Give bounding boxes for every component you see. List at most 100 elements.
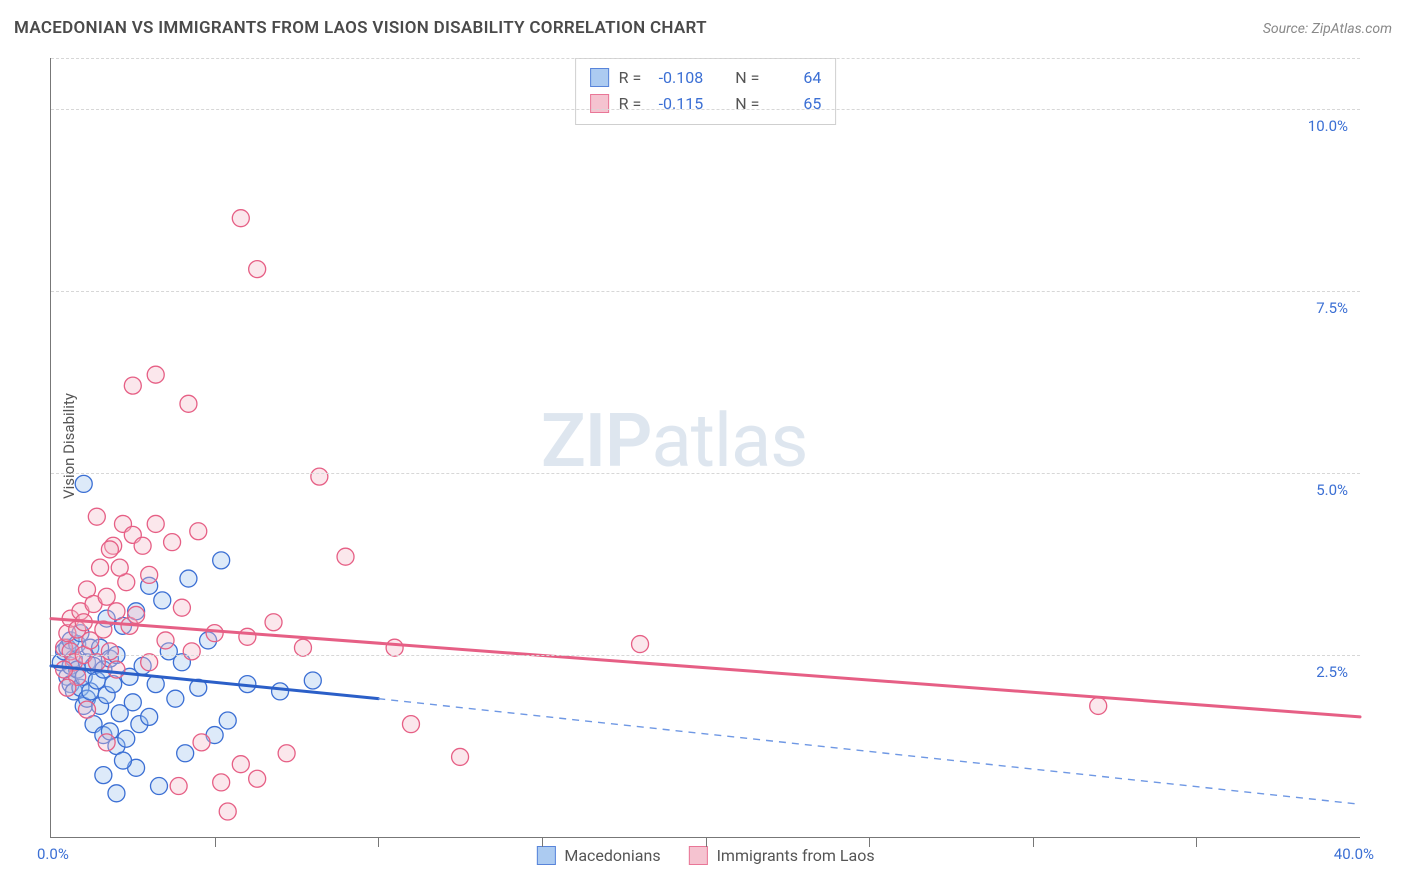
data-point-series-1 — [213, 774, 230, 791]
y-tick-label: 7.5% — [1316, 299, 1348, 317]
data-point-series-1 — [147, 366, 164, 383]
data-point-series-1 — [124, 377, 141, 394]
data-point-series-1 — [278, 745, 295, 762]
x-tick — [1033, 837, 1034, 847]
stat-row-series-1: R = -0.115 N = 65 — [590, 91, 822, 117]
data-point-series-0 — [154, 592, 171, 609]
data-point-series-1 — [108, 603, 125, 620]
stat-row-series-0: R = -0.108 N = 64 — [590, 65, 822, 91]
x-tick — [542, 837, 543, 847]
gridline — [51, 655, 1360, 656]
data-point-series-1 — [164, 534, 181, 551]
data-point-series-0 — [141, 708, 158, 725]
data-point-series-1 — [59, 679, 76, 696]
y-tick-label: 5.0% — [1316, 481, 1348, 499]
legend-swatch-1 — [689, 846, 708, 865]
data-point-series-1 — [180, 395, 197, 412]
data-point-series-0 — [108, 785, 125, 802]
n-value-1: 65 — [769, 91, 821, 117]
data-point-series-1 — [232, 210, 249, 227]
r-label-0: R = — [619, 65, 642, 91]
data-point-series-1 — [98, 588, 115, 605]
data-point-series-1 — [452, 748, 469, 765]
data-point-series-0 — [304, 672, 321, 689]
data-point-series-1 — [141, 566, 158, 583]
r-value-1: -0.115 — [651, 91, 703, 117]
swatch-series-0 — [590, 68, 609, 87]
data-point-series-0 — [219, 712, 236, 729]
x-tick — [869, 837, 870, 847]
data-point-series-1 — [101, 643, 118, 660]
data-point-series-1 — [219, 803, 236, 820]
x-tick-max: 40.0% — [1334, 845, 1374, 863]
data-point-series-1 — [249, 261, 266, 278]
data-point-series-1 — [147, 515, 164, 532]
data-point-series-1 — [206, 625, 223, 642]
data-point-series-1 — [265, 614, 282, 631]
data-point-series-1 — [170, 778, 187, 795]
gridline — [51, 109, 1360, 110]
y-tick-label: 2.5% — [1316, 663, 1348, 681]
x-tick — [1196, 837, 1197, 847]
x-tick — [378, 837, 379, 847]
x-tick-min: 0.0% — [37, 845, 69, 863]
data-point-series-1 — [402, 716, 419, 733]
data-point-series-1 — [311, 468, 328, 485]
legend-swatch-0 — [536, 846, 555, 865]
data-point-series-0 — [272, 683, 289, 700]
data-point-series-1 — [78, 701, 95, 718]
data-point-series-1 — [193, 734, 210, 751]
trendline-series-1 — [51, 619, 1360, 717]
data-point-series-1 — [98, 734, 115, 751]
data-point-series-0 — [95, 767, 112, 784]
data-point-series-0 — [118, 730, 135, 747]
data-point-series-1 — [337, 548, 354, 565]
chart-title: MACEDONIAN VS IMMIGRANTS FROM LAOS VISIO… — [14, 18, 707, 38]
data-point-series-1 — [111, 559, 128, 576]
gridline — [51, 58, 1360, 59]
data-point-series-1 — [249, 770, 266, 787]
data-point-series-0 — [114, 752, 131, 769]
data-point-series-1 — [386, 639, 403, 656]
data-point-series-1 — [101, 541, 118, 558]
data-point-series-1 — [632, 636, 649, 653]
data-point-series-1 — [232, 756, 249, 773]
data-point-series-1 — [128, 606, 145, 623]
data-point-series-1 — [173, 599, 190, 616]
y-tick-label: 10.0% — [1308, 117, 1348, 135]
gridline — [51, 473, 1360, 474]
legend-item-1: Immigrants from Laos — [689, 846, 875, 865]
data-point-series-0 — [180, 570, 197, 587]
legend-label-0: Macedonians — [564, 846, 660, 865]
data-point-series-1 — [108, 661, 125, 678]
data-point-series-1 — [1090, 697, 1107, 714]
x-tick — [706, 837, 707, 847]
data-point-series-1 — [134, 537, 151, 554]
r-value-0: -0.108 — [651, 65, 703, 91]
data-point-series-0 — [124, 694, 141, 711]
data-point-series-0 — [213, 552, 230, 569]
data-point-series-0 — [75, 475, 92, 492]
data-point-series-1 — [294, 639, 311, 656]
source-attribution: Source: ZipAtlas.com — [1263, 21, 1392, 37]
legend: Macedonians Immigrants from Laos — [536, 846, 874, 865]
data-point-series-1 — [141, 654, 158, 671]
n-label-0: N = — [735, 65, 759, 91]
chart-header: MACEDONIAN VS IMMIGRANTS FROM LAOS VISIO… — [14, 18, 1392, 38]
trendline-extrapolation-series-0 — [378, 699, 1360, 805]
n-label-1: N = — [735, 91, 759, 117]
data-point-series-1 — [190, 523, 207, 540]
n-value-0: 64 — [769, 65, 821, 91]
chart-svg — [51, 58, 1360, 837]
legend-item-0: Macedonians — [536, 846, 660, 865]
data-point-series-1 — [239, 628, 256, 645]
data-point-series-0 — [177, 745, 194, 762]
x-tick — [215, 837, 216, 847]
plot-area: ZIPatlas R = -0.108 N = 64 R = -0.115 N … — [50, 58, 1360, 838]
data-point-series-0 — [167, 690, 184, 707]
data-point-series-1 — [56, 661, 73, 678]
data-point-series-1 — [157, 632, 174, 649]
legend-label-1: Immigrants from Laos — [717, 846, 875, 865]
r-label-1: R = — [619, 91, 642, 117]
gridline — [51, 291, 1360, 292]
